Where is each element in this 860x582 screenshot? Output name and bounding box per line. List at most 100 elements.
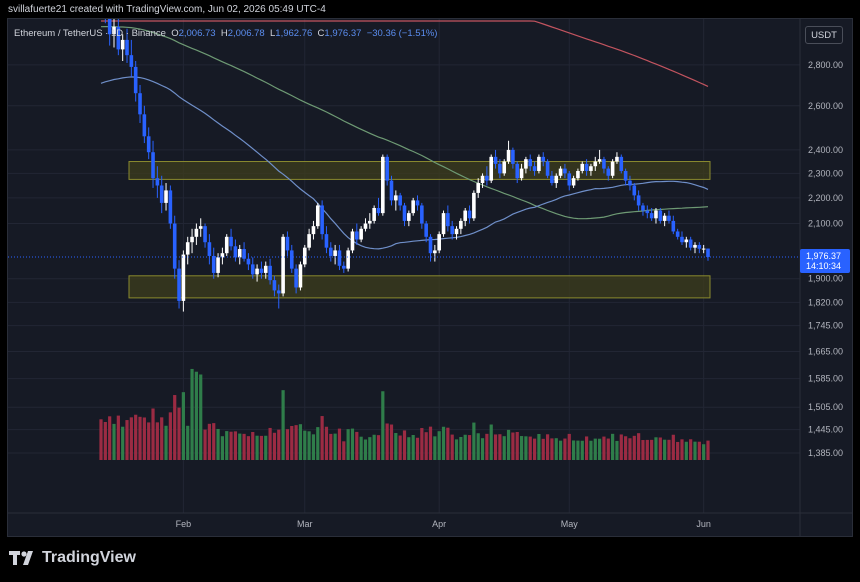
candle — [593, 156, 598, 171]
price-chart[interactable]: 2,800.00 2,600.00 2,400.00 2,300.00 2,200.00… — [8, 19, 852, 536]
volume-bar — [585, 436, 589, 460]
candle-body — [346, 250, 350, 269]
candle-body — [315, 205, 320, 227]
candle-body — [333, 250, 337, 256]
candle-body — [342, 265, 346, 269]
candle — [250, 257, 255, 279]
candle — [272, 275, 277, 297]
candle — [701, 244, 706, 254]
volume-bar — [567, 433, 571, 460]
volume-bar — [506, 429, 511, 460]
candle — [554, 173, 559, 188]
candle-body — [107, 19, 112, 35]
candle-body — [151, 152, 155, 179]
volume-bar — [333, 433, 337, 460]
candle — [398, 192, 402, 211]
candle — [129, 39, 134, 77]
volume-bar — [355, 431, 359, 460]
candle — [515, 161, 520, 184]
change-value: −30.36 (−1.51%) — [366, 28, 438, 39]
candle — [276, 284, 281, 309]
candle-body — [185, 242, 190, 255]
candle — [289, 244, 294, 273]
candle — [203, 223, 207, 248]
volume-bar — [433, 436, 437, 460]
candle-body — [506, 149, 511, 162]
candle — [346, 247, 350, 272]
volume-bar — [441, 426, 446, 460]
volume-bar — [689, 439, 693, 460]
volume-bar — [363, 439, 368, 460]
candle — [693, 242, 697, 254]
candle — [381, 154, 385, 216]
candle — [168, 185, 173, 229]
volume-bar — [173, 395, 177, 460]
volume-bar — [316, 427, 320, 460]
candle-body — [216, 257, 220, 273]
volume-bar — [702, 444, 706, 460]
volume-bar — [615, 440, 619, 460]
candle — [550, 170, 554, 186]
candle-body — [376, 207, 381, 214]
volume-bar — [281, 390, 285, 460]
candle — [337, 244, 342, 271]
volume-bar — [489, 424, 493, 460]
candle — [320, 200, 324, 240]
candle-body — [281, 236, 285, 294]
candle — [532, 161, 537, 176]
volume-bar — [129, 417, 133, 460]
candle — [211, 247, 216, 279]
candle-body — [550, 175, 554, 184]
volume-bar — [697, 441, 701, 460]
candle — [259, 261, 264, 279]
candle-body — [641, 205, 645, 211]
currency-unit-button[interactable]: USDT — [805, 26, 843, 44]
candle — [649, 207, 654, 221]
candle-body — [324, 234, 329, 248]
volume-bar — [407, 437, 411, 460]
candle-body — [363, 223, 368, 229]
volume-bar — [519, 436, 524, 460]
candle-body — [229, 236, 233, 247]
price-tick-label: 1,900.00 — [808, 274, 843, 284]
candle — [697, 242, 702, 254]
candle-body — [311, 226, 316, 235]
volume-bar — [368, 437, 372, 460]
volume-bar — [116, 415, 120, 460]
candle — [606, 166, 611, 181]
time-tick-label: Apr — [432, 519, 446, 529]
candle — [359, 226, 363, 243]
candle-body — [554, 175, 559, 184]
candle-body — [138, 93, 142, 115]
candle-body — [407, 213, 411, 221]
chart-panel[interactable]: 2,800.00 2,600.00 2,400.00 2,300.00 2,200.00… — [7, 18, 853, 537]
candle-body — [515, 163, 520, 179]
candle-body — [472, 192, 476, 219]
candle — [446, 205, 450, 232]
candle — [285, 231, 290, 256]
candle — [172, 215, 177, 279]
ma-200-line — [101, 20, 709, 87]
candle — [671, 215, 676, 235]
candle-body — [198, 226, 203, 229]
tradingview-brand: TradingView — [9, 549, 136, 567]
candle-body — [164, 190, 168, 203]
volume-bar — [233, 431, 238, 460]
volume-bar — [563, 438, 567, 460]
candle-body — [398, 195, 402, 206]
candle — [433, 244, 437, 262]
volume-bar — [654, 437, 658, 460]
candle-body — [242, 249, 246, 259]
volume-bar — [706, 440, 710, 460]
candle — [177, 260, 181, 309]
volume-bar — [255, 435, 259, 460]
volume-bar — [229, 431, 233, 460]
candle-body — [415, 200, 420, 206]
candle — [524, 156, 528, 174]
volume-bar — [285, 429, 290, 460]
candle — [268, 258, 272, 285]
candles — [104, 19, 710, 312]
candle — [220, 247, 225, 265]
volume-bar — [220, 436, 224, 460]
